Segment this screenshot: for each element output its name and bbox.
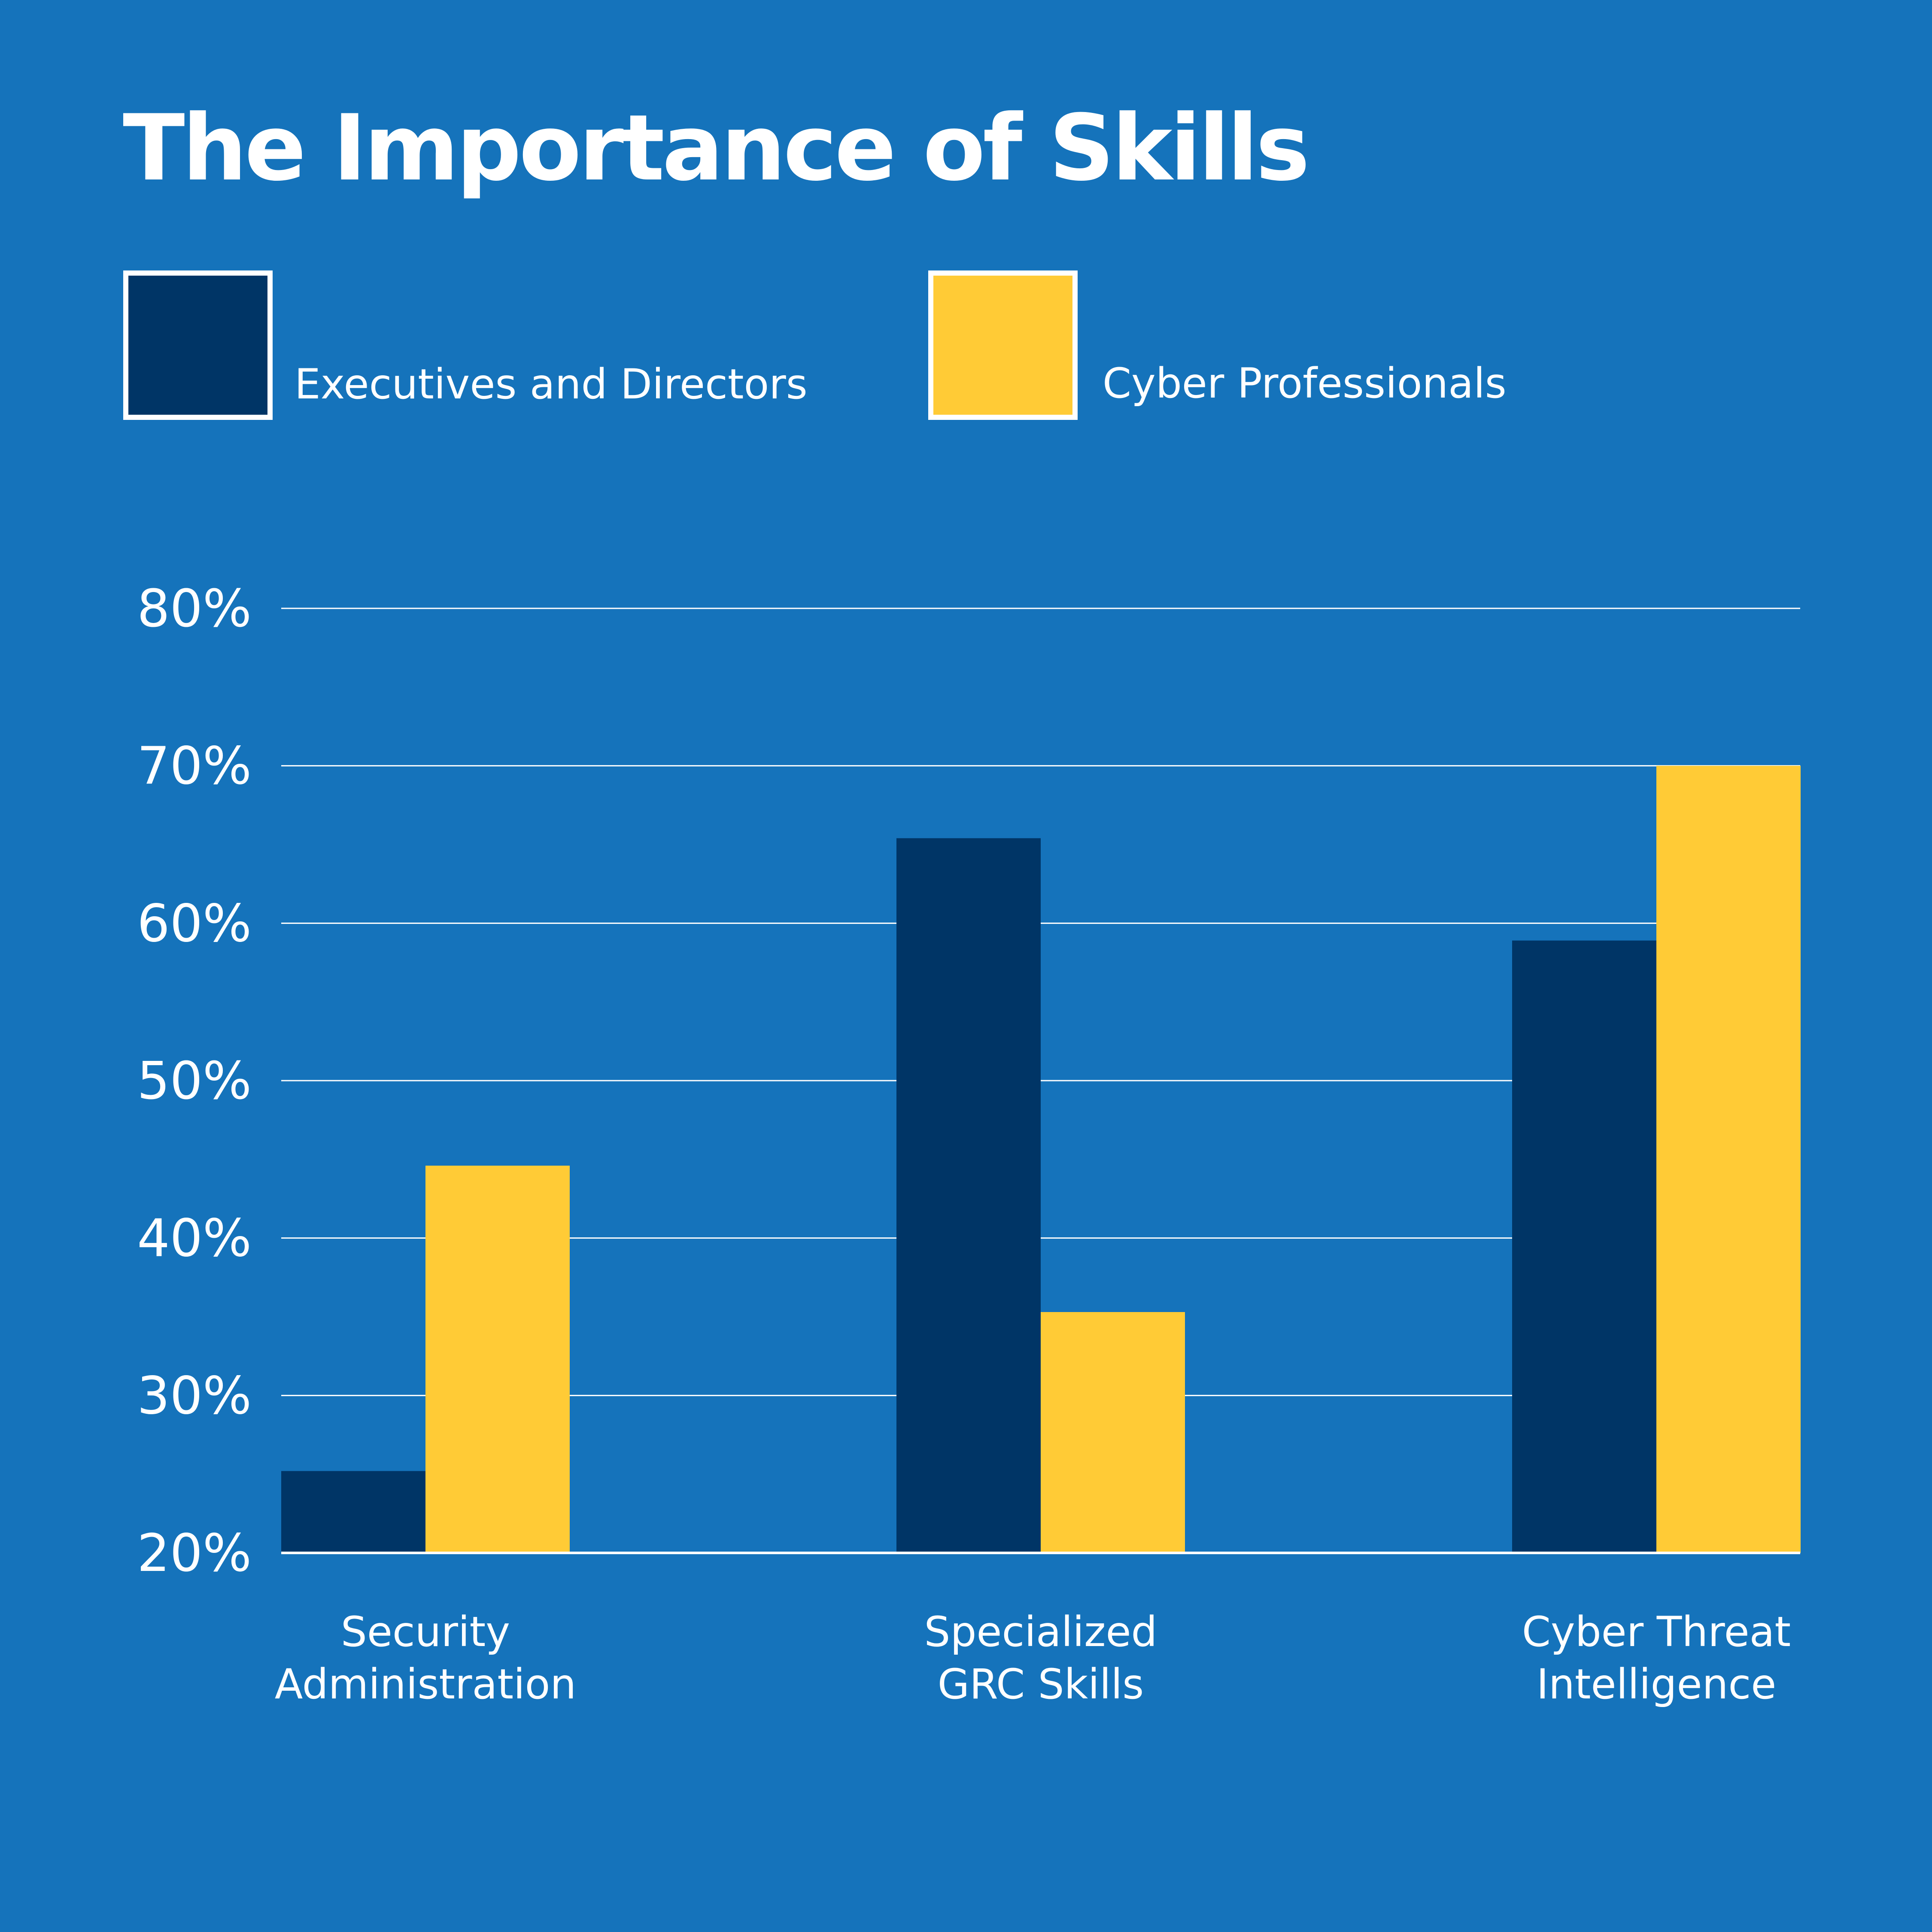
legend-label-cyber-professionals: Cyber Professionals bbox=[1103, 359, 1507, 407]
y-tick-label: 60% bbox=[137, 894, 252, 954]
x-tick-label: GRC Skills bbox=[938, 1660, 1144, 1708]
y-tick-label: 80% bbox=[137, 579, 252, 639]
x-tick-label: Administration bbox=[275, 1660, 576, 1708]
y-tick-label: 20% bbox=[137, 1524, 252, 1583]
x-tick-label: Specialized bbox=[924, 1608, 1157, 1656]
y-tick-label: 30% bbox=[137, 1366, 252, 1426]
legend: Executives and Directors Cyber Professio… bbox=[123, 270, 1507, 420]
bar-executives-2 bbox=[1512, 940, 1656, 1553]
legend-swatch-cyber-professionals bbox=[928, 270, 1078, 420]
y-tick-label: 40% bbox=[137, 1209, 252, 1269]
y-tick-label: 50% bbox=[137, 1051, 252, 1111]
legend-label-executives: Executives and Directors bbox=[295, 360, 808, 408]
y-tick-label: 70% bbox=[137, 737, 252, 796]
bars bbox=[281, 766, 1801, 1553]
x-tick-label: Cyber Threat bbox=[1522, 1608, 1791, 1656]
x-tick-label: Intelligence bbox=[1537, 1660, 1777, 1708]
legend-item-cyber-professionals: Cyber Professionals bbox=[928, 270, 1507, 420]
x-tick-label: Security bbox=[341, 1608, 510, 1656]
bar-executives-1 bbox=[896, 838, 1041, 1553]
bar-cyber-professionals-1 bbox=[1041, 1312, 1185, 1553]
bar-cyber-professionals-2 bbox=[1656, 766, 1801, 1553]
bar-executives-0 bbox=[281, 1471, 425, 1553]
y-axis-ticks: 20% 30% 40% 50% 60% 70% 80% bbox=[137, 579, 252, 1583]
bar-cyber-professionals-0 bbox=[425, 1166, 570, 1553]
legend-item-executives: Executives and Directors bbox=[123, 270, 808, 420]
legend-swatch-executives bbox=[123, 270, 273, 420]
chart-title: The Importance of Skills bbox=[123, 95, 1307, 201]
